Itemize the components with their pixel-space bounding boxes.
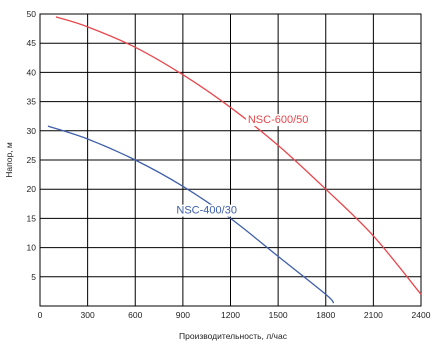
series-label-background [245, 114, 311, 127]
x-tick-label: 600 [128, 310, 142, 320]
grid [39, 13, 422, 307]
x-tick-label: 1800 [316, 310, 335, 320]
series-lines [47, 16, 422, 304]
y-tick-label: 15 [27, 213, 37, 223]
series-line-1 [47, 125, 335, 304]
series-label-1: NSC-400/30 [176, 205, 237, 217]
x-tick-label: 2100 [364, 310, 383, 320]
x-tick-label: 2400 [412, 310, 431, 320]
y-tick-label: 20 [27, 184, 37, 194]
x-tick-label: 0 [38, 310, 43, 320]
x-tick-label: 1200 [221, 310, 240, 320]
x-tick-label: 300 [81, 310, 95, 320]
y-axis-label: Напор, м [4, 142, 14, 178]
series-label-0: NSC-600/50 [248, 114, 309, 126]
y-tick-label: 40 [27, 67, 37, 77]
y-tick-label: 5 [31, 272, 36, 282]
x-axis-label: Производительность, л/час [179, 331, 288, 341]
series-label-background [174, 204, 239, 217]
x-tick-label: 900 [176, 310, 190, 320]
y-tick-label: 30 [27, 126, 37, 136]
series-line-0 [55, 16, 422, 295]
y-tick-label: 50 [27, 9, 37, 19]
y-tick-label: 25 [27, 155, 37, 165]
series-labels: NSC-600/50 NSC-400/30 [174, 114, 311, 217]
y-tick-label: 45 [27, 38, 37, 48]
y-tick-label: 10 [27, 243, 37, 253]
tick-labels: 0 300 600 900 1200 1500 1800 2100 2400 5 10 15 20 25 3… [27, 9, 431, 320]
y-tick-label: 35 [27, 97, 37, 107]
x-tick-label: 1500 [269, 310, 288, 320]
